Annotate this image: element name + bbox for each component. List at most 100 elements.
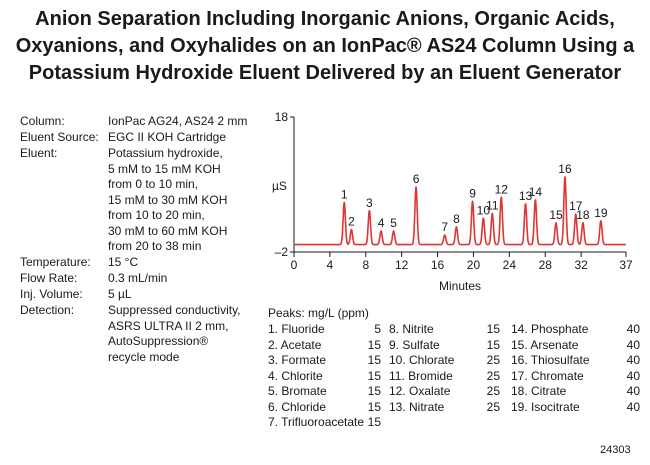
peak-name: 12. Oxalate bbox=[389, 384, 451, 398]
condition-value-line: 30 mM to 60 mM KOH bbox=[108, 223, 228, 238]
x-tick-label: 28 bbox=[539, 258, 553, 272]
peak-concentration: 15 bbox=[367, 399, 381, 414]
peak-concentration: 40 bbox=[626, 353, 640, 367]
peak-name: 9. Sulfate bbox=[389, 337, 440, 352]
condition-value: 5 µL bbox=[108, 287, 132, 303]
peak-name: 7. Trifluoroacetate bbox=[268, 415, 365, 429]
peak-number-label: 8 bbox=[453, 212, 460, 226]
peak-name: 11. Bromide bbox=[389, 368, 453, 383]
peak-apex-marker bbox=[380, 230, 382, 232]
peak-concentration: 15 bbox=[367, 353, 381, 367]
condition-label: Column: bbox=[20, 114, 65, 128]
peak-number-label: 7 bbox=[441, 220, 448, 234]
condition-label: Eluent Source: bbox=[20, 130, 99, 144]
condition-value: Potassium hydroxide, 5 mM to 15 mM KOH fro… bbox=[108, 146, 227, 255]
condition-value-line: IonPac AG24, AS24 2 mm bbox=[108, 114, 248, 128]
x-tick-label: 37 bbox=[619, 258, 633, 272]
peak-apex-marker bbox=[524, 203, 527, 205]
condition-value-line: 0.3 mL/min bbox=[108, 271, 168, 285]
peak-concentration: 15 bbox=[367, 384, 381, 398]
peak-number-label: 5 bbox=[390, 216, 397, 230]
peak-number-label: 4 bbox=[378, 216, 385, 230]
peak-apex-marker bbox=[471, 200, 474, 203]
peak-number-label: 10 bbox=[477, 203, 491, 217]
figure-code: 24303 bbox=[600, 444, 631, 456]
peak-apex-marker bbox=[455, 226, 458, 228]
peak-apex-marker bbox=[368, 210, 371, 212]
title-line: Oxyanions, and Oxyhalides on an IonPac® … bbox=[15, 35, 635, 57]
condition-value: EGC II KOH Cartridge bbox=[108, 130, 226, 146]
peak-name: 15. Arsenate bbox=[511, 337, 579, 352]
peak-apex-marker bbox=[343, 201, 346, 204]
condition-value-line: Potassium hydroxide, bbox=[108, 146, 223, 160]
x-tick-label: 4 bbox=[327, 258, 334, 272]
peak-name: 17. Chromate bbox=[511, 368, 584, 383]
peak-number-label: 1 bbox=[341, 188, 348, 202]
peak-concentration: 25 bbox=[486, 353, 500, 367]
condition-label: Inj. Volume: bbox=[20, 287, 83, 301]
peak-number-label: 14 bbox=[529, 185, 543, 199]
peak-concentration: 40 bbox=[626, 399, 640, 414]
peak-name: 14. Phosphate bbox=[511, 322, 589, 336]
condition-label: Eluent: bbox=[20, 146, 58, 160]
condition-value: Suppressed conductivity, ASRS ULTRA II 2 … bbox=[108, 303, 241, 365]
peak-apex-marker bbox=[534, 199, 537, 201]
condition-value-line: Suppressed conductivity, bbox=[108, 303, 241, 317]
peak-apex-marker bbox=[574, 213, 577, 215]
condition-value-line: 5 mM to 15 mM KOH bbox=[108, 161, 221, 176]
peak-number-label: 18 bbox=[576, 208, 590, 222]
figure-title: Anion Separation Including Inorganic Ani… bbox=[10, 6, 640, 87]
condition-label: Detection: bbox=[20, 303, 75, 317]
condition-value: 15 °C bbox=[108, 255, 138, 271]
peak-concentration: 25 bbox=[486, 399, 500, 414]
peak-apex-marker bbox=[415, 186, 417, 188]
condition-label: Temperature: bbox=[20, 255, 91, 269]
peak-name: 19. Isocitrate bbox=[511, 399, 580, 414]
condition-value-line: recycle mode bbox=[108, 349, 180, 364]
peak-concentration: 40 bbox=[626, 337, 640, 352]
condition-label: Flow Rate: bbox=[20, 271, 78, 285]
peak-number-label: 19 bbox=[594, 206, 608, 220]
peak-concentration: 15 bbox=[486, 337, 500, 352]
x-tick-label: 8 bbox=[362, 258, 369, 272]
condition-value-line: AutoSuppression® bbox=[108, 334, 209, 348]
peak-concentration: 15 bbox=[367, 368, 381, 383]
peak-apex-marker bbox=[500, 196, 503, 199]
peak-number-label: 9 bbox=[469, 186, 476, 200]
peak-number-label: 12 bbox=[495, 182, 509, 196]
peak-apex-marker bbox=[582, 222, 584, 224]
condition-value-line: from 20 to 38 min bbox=[108, 239, 202, 253]
x-tick-label: 32 bbox=[574, 258, 588, 272]
condition-value-line: 15 mM to 30 mM KOH bbox=[108, 192, 228, 207]
peak-name: 8. Nitrite bbox=[389, 322, 434, 336]
peak-concentration: 40 bbox=[626, 322, 640, 336]
peak-number-label: 16 bbox=[558, 162, 572, 176]
peak-concentration: 15 bbox=[486, 322, 500, 336]
chromatogram-trace bbox=[293, 176, 627, 246]
condition-value: 0.3 mL/min bbox=[108, 271, 167, 287]
peak-name: 10. Chlorate bbox=[389, 353, 455, 367]
title-line: Potassium Hydroxide Eluent Delivered by … bbox=[28, 62, 622, 84]
peak-apex-marker bbox=[491, 212, 494, 215]
peak-name: 13. Nitrate bbox=[389, 399, 445, 414]
peak-name: 6. Chloride bbox=[268, 399, 327, 414]
peak-apex-marker bbox=[443, 234, 446, 236]
condition-value-line: from 0 to 10 min, bbox=[108, 177, 199, 191]
peak-concentration: 25 bbox=[486, 384, 500, 398]
condition-value-line: EGC II KOH Cartridge bbox=[108, 130, 227, 144]
y-tick-label: 18 bbox=[275, 110, 289, 124]
x-tick-label: 12 bbox=[395, 258, 409, 272]
condition-value-line: from 10 to 20 min, bbox=[108, 208, 205, 222]
peak-name: 16. Thiosulfate bbox=[511, 353, 590, 367]
x-tick-label: 24 bbox=[503, 258, 517, 272]
peak-number-label: 2 bbox=[348, 215, 355, 229]
peak-number-label: 6 bbox=[413, 172, 420, 186]
peak-number-label: 15 bbox=[549, 208, 563, 222]
y-tick-label: –2 bbox=[275, 245, 289, 259]
peak-number-label: 3 bbox=[366, 196, 373, 210]
x-tick-label: 16 bbox=[431, 258, 445, 272]
peak-apex-marker bbox=[482, 217, 485, 220]
condition-value-line: ASRS ULTRA II 2 mm, bbox=[108, 318, 229, 333]
peak-name: 2. Acetate bbox=[268, 337, 322, 352]
peak-apex-marker bbox=[392, 230, 395, 232]
